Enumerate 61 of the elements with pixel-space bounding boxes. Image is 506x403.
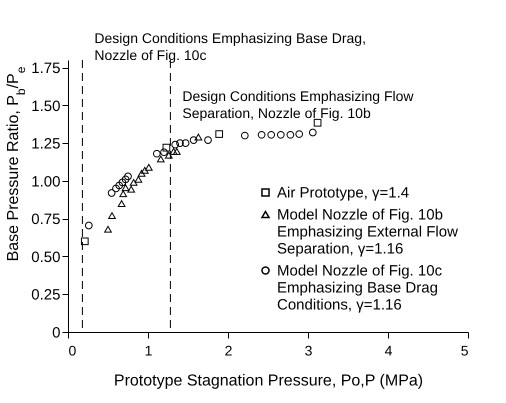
point: [194, 134, 202, 140]
y-tick-label: 0: [52, 324, 60, 342]
point: [127, 186, 136, 193]
point: [138, 170, 146, 177]
point: [108, 189, 116, 197]
point: [130, 178, 138, 186]
legend-label: Model Nozzle of Fig. 10b Emphasizing External Flow Separation, γ=1.16: [277, 206, 458, 258]
point: [276, 130, 285, 139]
point: [118, 200, 126, 207]
point: [156, 156, 165, 162]
point: [104, 226, 112, 233]
point: [118, 178, 126, 186]
ref-line-label: Design Conditions Emphasizing Flow Separation, Nozzle of Fig. 10b: [182, 88, 414, 121]
point: [134, 176, 142, 183]
point: [160, 148, 168, 156]
y-tick-label: 1.25: [31, 136, 60, 153]
point: [314, 118, 322, 127]
legend-label: Model Nozzle of Fig. 10c Emphasizing Base Drag Conditions, γ=1.16: [277, 262, 443, 314]
point: [295, 130, 304, 138]
point: [215, 130, 224, 138]
point: [122, 184, 130, 192]
point: [122, 176, 130, 184]
y-tick-label: 0.25: [31, 286, 60, 304]
point: [176, 139, 184, 147]
point: [258, 130, 266, 139]
y-tick-label: 0.50: [31, 248, 60, 266]
point: [115, 182, 124, 190]
x-tick-label: 2: [224, 342, 233, 358]
y-tick-label: 1.75: [31, 60, 60, 78]
point: [204, 136, 212, 144]
point: [144, 164, 153, 171]
point: [267, 130, 276, 139]
point: [170, 148, 178, 155]
point: [182, 139, 190, 147]
point: [164, 152, 173, 159]
x-tick-label: 3: [304, 342, 313, 358]
legend-label: Air Prototype, γ=1.4: [277, 184, 410, 202]
point: [162, 144, 170, 152]
x-tick-label: 0: [68, 342, 76, 358]
x-tick-label: 1: [144, 342, 153, 358]
x-tick-label: 4: [384, 342, 393, 358]
point: [308, 128, 317, 136]
y-tick-label: 1.00: [31, 173, 60, 190]
x-tick-label: 5: [460, 342, 469, 358]
point: [152, 150, 161, 158]
x-axis-title: Prototype Stagnation Pressure, Po,P (MPa): [114, 372, 424, 390]
point: [286, 130, 294, 139]
point: [140, 166, 149, 174]
point: [240, 132, 249, 140]
point: [80, 237, 89, 246]
point: [190, 136, 198, 144]
y-tick-label: 1.50: [31, 98, 60, 115]
point: [112, 184, 120, 192]
y-tick-label: 0.75: [31, 211, 60, 228]
point: [171, 140, 180, 148]
ref-line-label: Design Conditions Emphasizing Base Drag, Nozzle of Fig. 10c: [94, 30, 366, 63]
point: [172, 148, 181, 155]
point: [119, 190, 128, 198]
point: [108, 212, 116, 220]
point: [124, 172, 132, 180]
point: [84, 222, 93, 230]
